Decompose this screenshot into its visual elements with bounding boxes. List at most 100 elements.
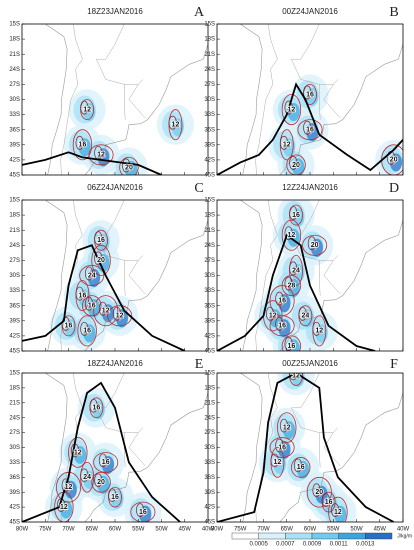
- coastline: [84, 218, 208, 351]
- contour-label: 20: [292, 162, 300, 169]
- shading: [288, 340, 295, 351]
- border: [291, 373, 339, 433]
- contour: [98, 301, 107, 316]
- contour: [279, 418, 289, 433]
- contour: [312, 321, 321, 336]
- shading: [88, 270, 95, 281]
- lon-label: 40W: [202, 527, 215, 533]
- border: [96, 24, 144, 85]
- lat-label: 30S: [204, 97, 215, 103]
- panel-title: 06Z24JAN2016: [87, 183, 143, 192]
- lat-label: 24S: [204, 415, 215, 421]
- contour-label: 16: [102, 459, 110, 466]
- shading: [297, 462, 304, 473]
- lon-label: 40W: [397, 527, 410, 533]
- border: [124, 260, 126, 296]
- lat-label: 45S: [9, 520, 20, 526]
- lat-label: 45S: [9, 349, 20, 355]
- border: [323, 432, 341, 467]
- contour: [88, 144, 114, 166]
- lat-label: 18S: [9, 385, 20, 391]
- shading: [316, 487, 323, 498]
- contour: [281, 335, 302, 351]
- boundary-line: [22, 381, 181, 522]
- coastline: [84, 391, 208, 522]
- colorbar-label: 0.0007: [276, 542, 295, 548]
- contour: [56, 471, 81, 503]
- shading: [84, 104, 90, 115]
- contour: [107, 305, 133, 327]
- lat-label: 36S: [204, 475, 215, 481]
- contour-label: 20: [97, 257, 105, 264]
- contour: [289, 261, 298, 276]
- border: [319, 84, 321, 120]
- contour-label: 12: [274, 459, 282, 466]
- lat-label: 36S: [9, 303, 20, 309]
- contour: [108, 488, 117, 502]
- contour-label: 20: [125, 164, 133, 171]
- lon-label: 75W: [39, 527, 52, 533]
- lat-label: 39S: [204, 142, 215, 148]
- shading: [283, 139, 290, 150]
- lat-label: 36S: [9, 127, 20, 133]
- lat-label: 27S: [204, 258, 215, 264]
- contour-label: 12: [269, 313, 277, 320]
- contour-label: 20: [97, 479, 105, 486]
- map: 16 12 16 12 20 20: [217, 24, 403, 175]
- colorbar-segment: [365, 532, 393, 540]
- lat-label: 21S: [9, 400, 20, 406]
- lat-label: 30S: [9, 445, 20, 451]
- shading: [102, 305, 109, 316]
- lat-label: 24S: [204, 67, 215, 73]
- lon-label: 80W: [211, 527, 224, 533]
- contour: [80, 321, 89, 336]
- contour: [269, 437, 295, 458]
- shading: [112, 492, 118, 503]
- shading: [75, 447, 81, 458]
- contour-label: 12: [288, 106, 296, 113]
- contour-label: 12: [283, 142, 291, 149]
- panel-title: 12Z24JAN2016: [282, 183, 338, 192]
- shading: [116, 310, 123, 321]
- coastline: [84, 42, 208, 175]
- contour: [303, 85, 312, 100]
- lat-label: 24S: [204, 243, 215, 249]
- lon-label: 45W: [179, 527, 192, 533]
- lat-label: 39S: [204, 490, 215, 496]
- shading: [279, 295, 285, 306]
- contour-label: 16: [93, 405, 101, 412]
- contour: [286, 154, 306, 175]
- lon-label: 80W: [16, 527, 29, 533]
- contour-label: 24: [83, 474, 91, 481]
- border: [319, 432, 321, 468]
- contour-label: 12: [83, 106, 91, 113]
- panel-letter: A: [194, 5, 205, 20]
- lat-label: 36S: [204, 303, 215, 309]
- contour-label: 12: [60, 504, 68, 511]
- border: [128, 84, 146, 119]
- border: [96, 373, 144, 433]
- lat-label: 30S: [204, 445, 215, 451]
- colorbar-label: 0.0011: [330, 542, 349, 548]
- shading: [140, 507, 146, 518]
- lat-label: 39S: [9, 318, 20, 324]
- lat-label: 27S: [204, 430, 215, 436]
- shading: [79, 139, 86, 150]
- panel-title: 18Z23JAN2016: [87, 7, 143, 16]
- shading: [88, 300, 95, 311]
- lat-label: 27S: [9, 82, 20, 88]
- contour: [91, 471, 111, 493]
- shading: [61, 502, 67, 513]
- panel-title: 00Z25JAN2016: [282, 359, 338, 368]
- panel-letter: F: [390, 357, 398, 372]
- contour: [168, 115, 177, 130]
- border: [291, 24, 339, 85]
- contour: [122, 158, 131, 173]
- border: [128, 260, 146, 295]
- contour-label: 12: [172, 122, 180, 129]
- lon-label: 50W: [350, 527, 363, 533]
- contour: [277, 412, 297, 443]
- contour: [291, 457, 311, 478]
- lat-label: 18S: [204, 385, 215, 391]
- contour: [284, 100, 293, 115]
